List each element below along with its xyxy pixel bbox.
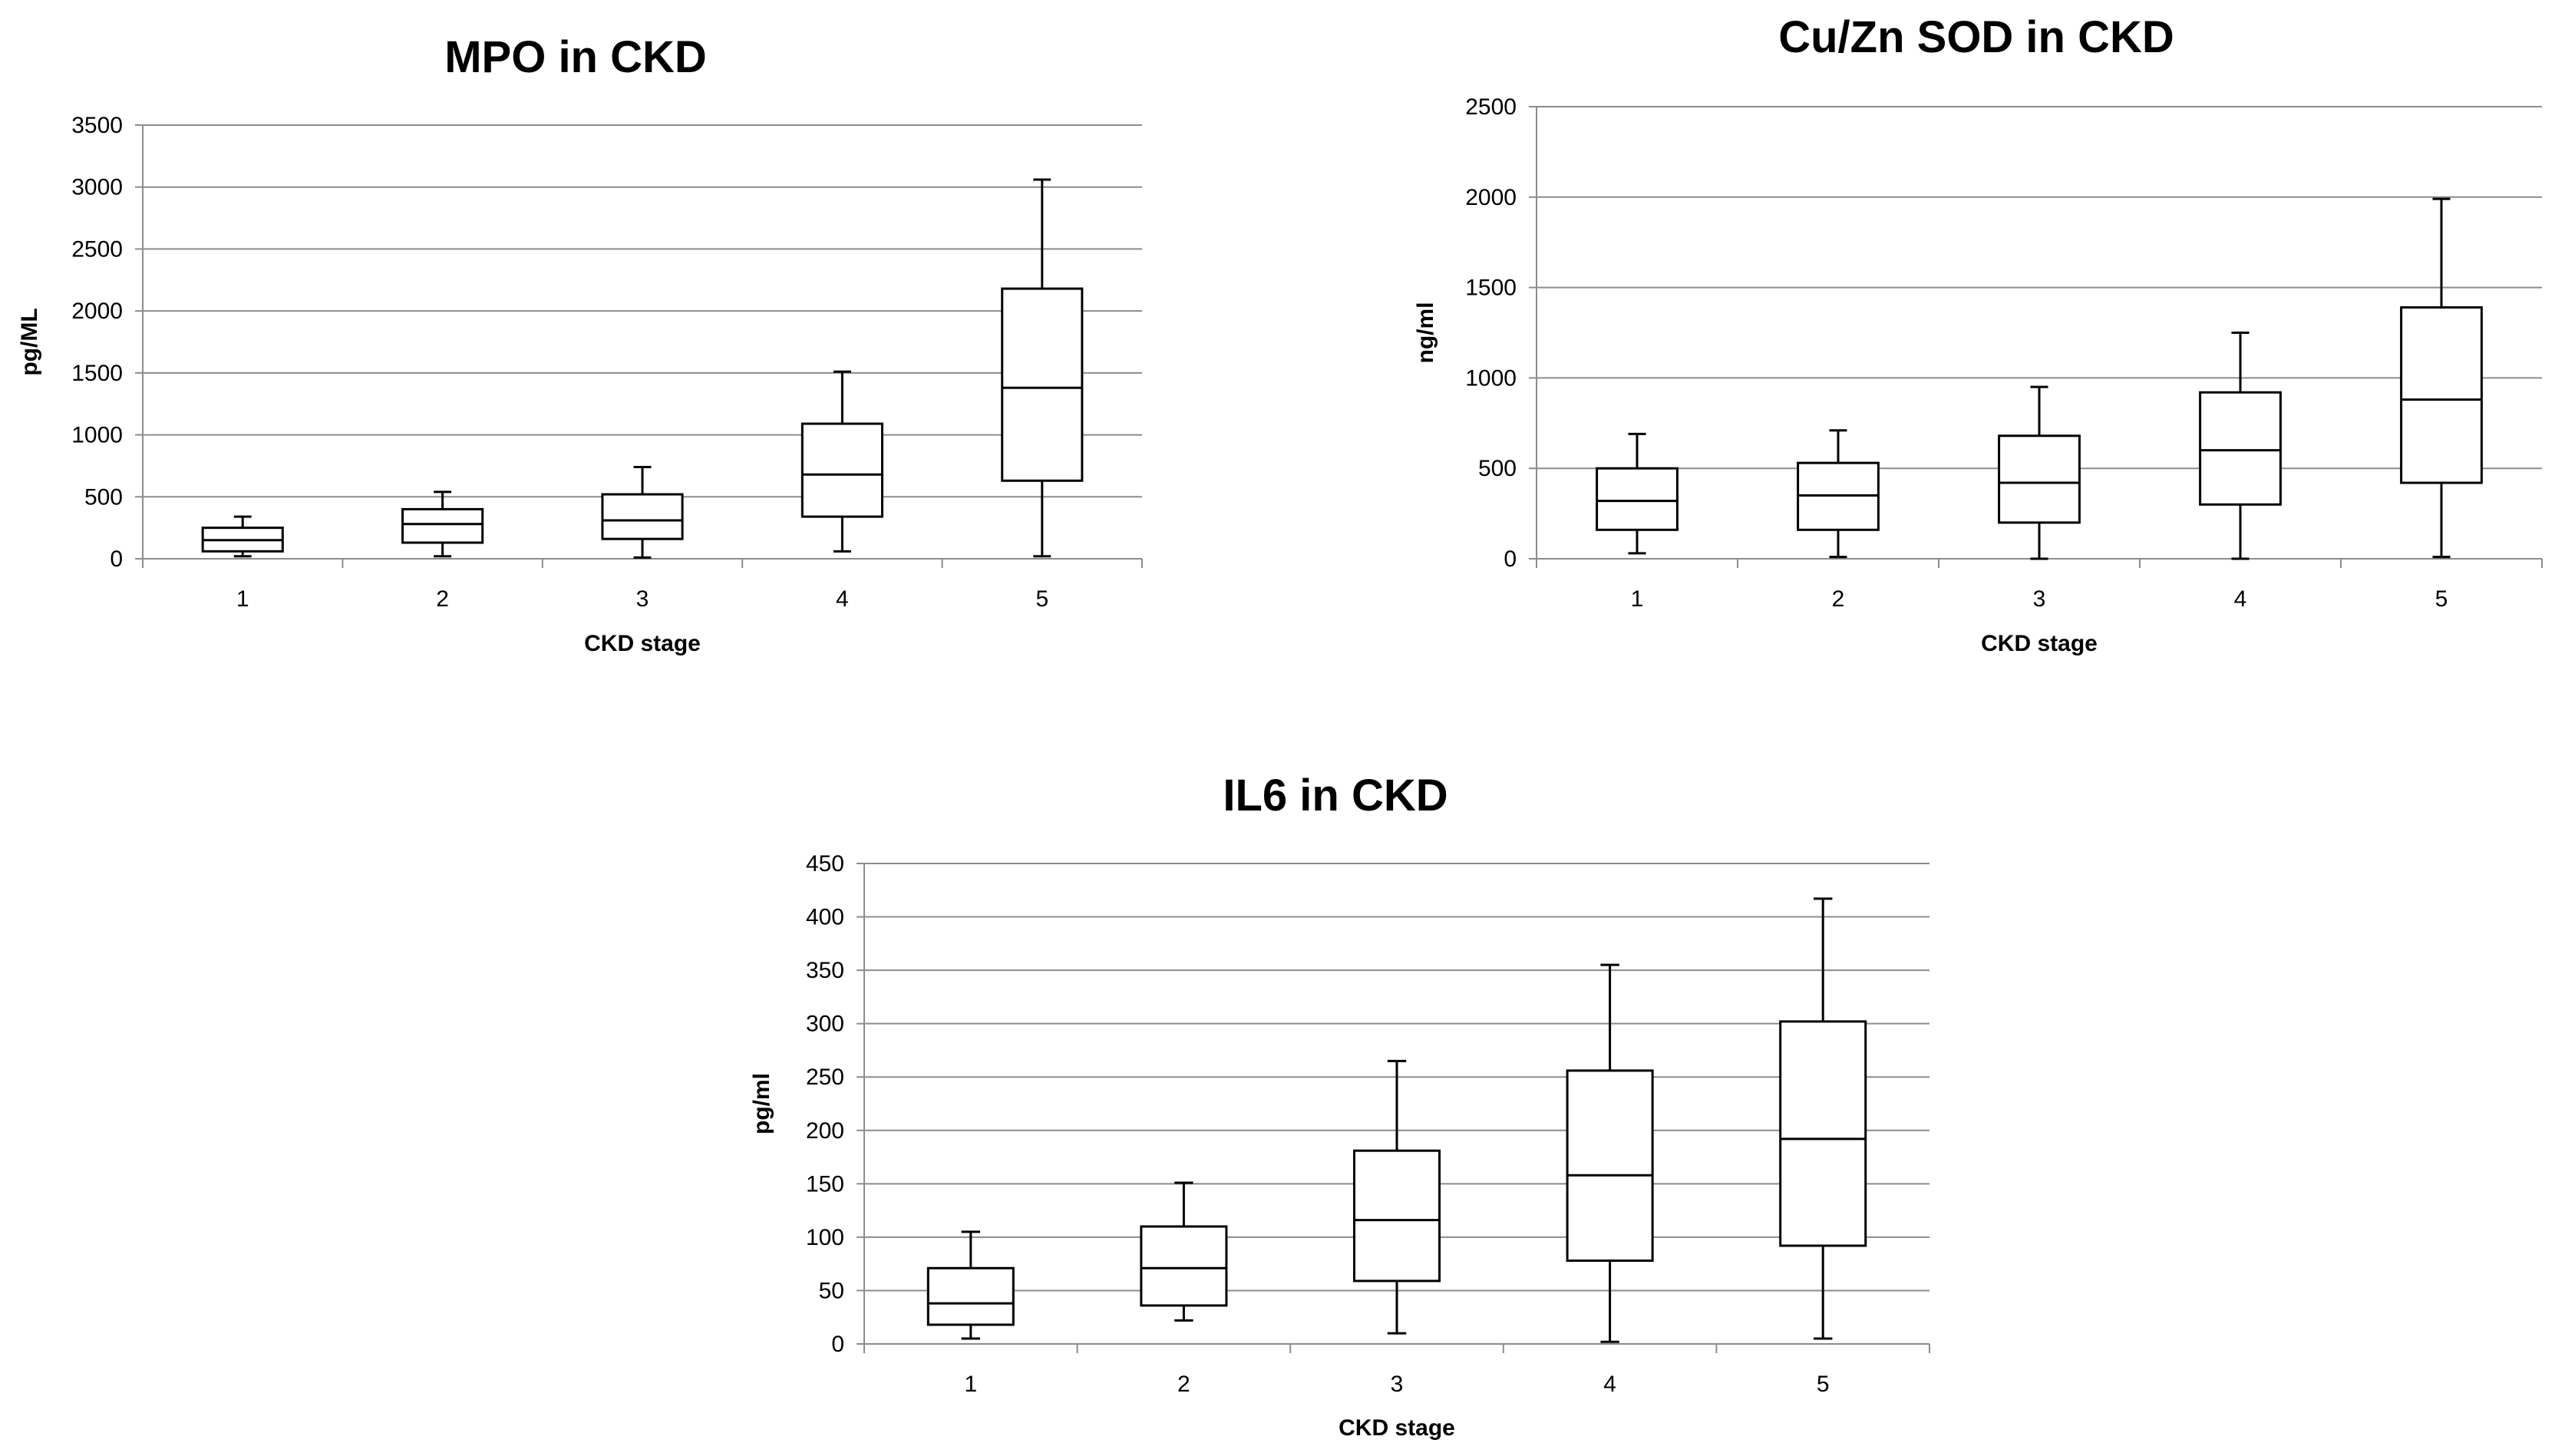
y-tick-label: 100 (806, 1225, 844, 1250)
box-stage-2 (401, 490, 484, 558)
chart-sod: 0 500 1000 1500 2000 2500 1 2 3 4 5 Cu/Zn SOD in CK… (1413, 12, 2543, 656)
iqr-box (1001, 287, 1084, 482)
y-tick-label: 0 (1504, 546, 1517, 572)
x-tick-label: 3 (1391, 1372, 1404, 1397)
y-tick-label: 2000 (1465, 185, 1517, 210)
iqr-box (1140, 1225, 1228, 1307)
x-axis-label: CKD stage (1339, 1415, 1455, 1441)
x-tick-label: 3 (2033, 586, 2046, 612)
y-tick-label: 2500 (71, 236, 123, 262)
x-tick-label: 5 (2435, 586, 2448, 612)
box-stage-1 (1596, 432, 1679, 555)
x-tick-label: 5 (1817, 1372, 1830, 1397)
box-stage-5 (1001, 178, 1084, 558)
y-tick-label: 500 (84, 484, 123, 510)
y-tick-label: 3500 (71, 113, 123, 138)
iqr-box (2199, 391, 2282, 506)
box-stage-4 (801, 370, 883, 553)
iqr-box (1998, 434, 2081, 524)
y-tick-label: 3000 (71, 175, 123, 200)
x-tick-label: 1 (1631, 586, 1644, 612)
y-tick-label: 450 (806, 851, 844, 877)
chart-il6: 0 50 100 150 200 250 300 350 400 450 1 2 3 4 5 IL6 in C… (749, 771, 1930, 1441)
x-axis-label: CKD stage (1981, 631, 2098, 656)
iqr-box (801, 422, 883, 518)
box-stage-4 (1566, 963, 1654, 1343)
x-tick-label: 2 (1832, 586, 1845, 612)
box-stage-5 (2400, 197, 2483, 559)
x-tick-label: 2 (436, 586, 449, 612)
iqr-box (1596, 467, 1679, 531)
y-axis-label: pg/ml (749, 1073, 774, 1134)
y-tick-label: 2000 (71, 299, 123, 324)
x-tick-label: 2 (1177, 1372, 1190, 1397)
chart-mpo: 0 500 1000 1500 2000 2500 3000 3500 1 2 3 4 5 MPO in … (17, 32, 1143, 656)
x-tick-label: 1 (964, 1372, 977, 1397)
box-stage-3 (1352, 1059, 1441, 1335)
y-tick-label: 50 (819, 1278, 844, 1303)
x-tick-label: 3 (636, 586, 649, 612)
y-tick-label: 1000 (71, 423, 123, 448)
chart-title: MPO in CKD (444, 32, 707, 82)
iqr-box (601, 493, 684, 540)
iqr-box (926, 1266, 1015, 1326)
box-stage-5 (1779, 897, 1867, 1340)
iqr-box (401, 507, 484, 544)
iqr-box (1779, 1020, 1867, 1247)
box-stage-1 (201, 515, 284, 558)
x-tick-label: 4 (836, 586, 849, 612)
y-tick-label: 250 (806, 1065, 844, 1090)
y-axis-label: pg/ML (17, 308, 42, 375)
x-tick-label: 5 (1035, 586, 1048, 612)
y-tick-label: 200 (806, 1118, 844, 1144)
x-tick-label: 4 (1603, 1372, 1616, 1397)
chart-title: IL6 in CKD (1223, 771, 1448, 820)
y-tick-label: 1000 (1465, 365, 1517, 391)
box-stage-2 (1140, 1181, 1228, 1322)
box-stage-3 (601, 466, 684, 559)
y-tick-label: 1500 (71, 361, 123, 386)
y-tick-label: 1500 (1465, 276, 1517, 301)
y-tick-label: 400 (806, 905, 844, 930)
y-tick-label: 500 (1478, 456, 1517, 481)
y-tick-label: 0 (110, 546, 123, 572)
x-axis-label: CKD stage (584, 631, 701, 656)
y-axis-label: ng/ml (1413, 302, 1438, 364)
y-tick-label: 2500 (1465, 94, 1517, 120)
box-stage-1 (926, 1230, 1015, 1340)
y-tick-label: 150 (806, 1171, 844, 1197)
iqr-box (1566, 1069, 1654, 1262)
chart-title: Cu/Zn SOD in CKD (1778, 12, 2174, 62)
box-stage-4 (2199, 332, 2282, 560)
box-stage-3 (1998, 385, 2081, 560)
y-tick-label: 300 (806, 1012, 844, 1037)
iqr-box (1352, 1149, 1441, 1283)
box-stage-2 (1797, 429, 1880, 559)
x-tick-label: 4 (2234, 586, 2247, 612)
x-tick-label: 1 (236, 586, 249, 612)
y-tick-label: 0 (831, 1332, 844, 1357)
y-tick-label: 350 (806, 958, 844, 983)
iqr-box (2400, 306, 2483, 484)
